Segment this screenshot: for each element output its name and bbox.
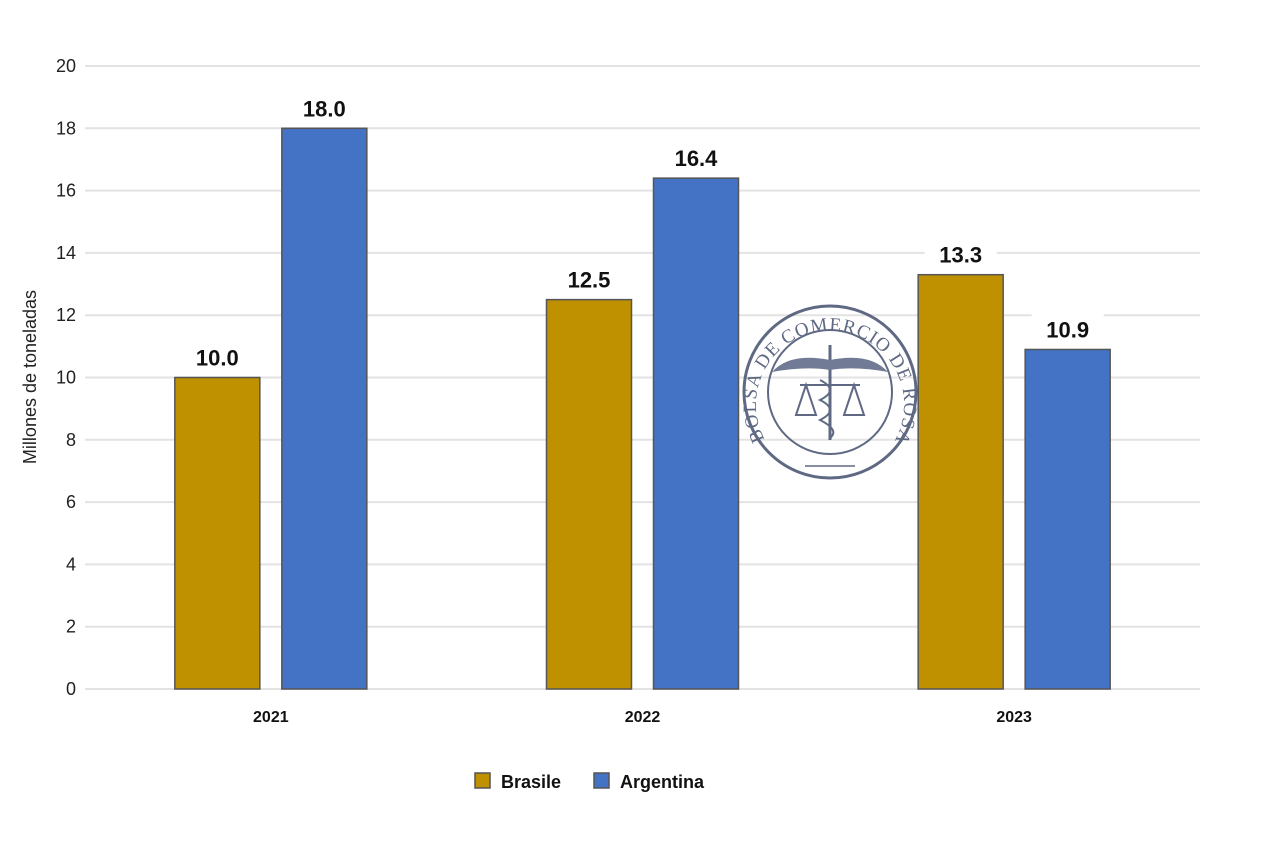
legend-label-brasile: Brasile xyxy=(501,772,561,792)
legend-label-argentina: Argentina xyxy=(620,772,705,792)
y-tick-label: 4 xyxy=(66,554,76,574)
y-tick-label: 6 xyxy=(66,492,76,512)
watermark-seal-logo: BOLSA DE COMERCIO DE ROSARIO xyxy=(0,0,920,480)
y-axis-ticks: 0 2 4 6 8 10 12 14 16 18 20 xyxy=(56,56,76,699)
x-tick-label: 2021 xyxy=(253,709,289,726)
svg-text:BOLSA DE COMERCIO DE ROSARIO: BOLSA DE COMERCIO DE ROSARIO xyxy=(0,0,920,448)
data-label-background xyxy=(288,92,361,123)
bars xyxy=(174,127,1111,690)
data-label-background xyxy=(1031,313,1104,344)
data-label: 16.4 xyxy=(675,146,719,171)
y-tick-label: 12 xyxy=(56,305,76,325)
legend-swatch-brasile xyxy=(474,772,491,789)
bar-brasile-2023 xyxy=(917,273,1004,690)
y-tick-label: 18 xyxy=(56,118,76,138)
y-tick-label: 14 xyxy=(56,243,76,263)
x-tick-label: 2023 xyxy=(996,709,1032,726)
data-label-background xyxy=(924,238,997,269)
y-tick-label: 16 xyxy=(56,181,76,201)
data-label: 10.0 xyxy=(196,346,239,371)
gridlines xyxy=(85,65,1200,690)
legend-swatch-argentina xyxy=(593,772,610,789)
legend: Brasile Argentina xyxy=(474,772,705,792)
x-axis-ticks: 2021 2022 2023 xyxy=(253,709,1032,726)
data-labels: 10.0 18.0 12.5 16.4 13.3 10.9 xyxy=(181,92,1104,372)
y-axis-label: Millones de toneladas xyxy=(20,290,40,464)
data-label: 12.5 xyxy=(568,268,611,293)
y-tick-label: 0 xyxy=(66,679,76,699)
data-label-background xyxy=(181,341,254,372)
y-tick-label: 20 xyxy=(56,56,76,76)
bar-argentina-2022 xyxy=(652,177,740,690)
bar-brasile-2022 xyxy=(545,298,633,690)
data-label-background xyxy=(660,142,732,173)
y-tick-label: 8 xyxy=(66,430,76,450)
data-label-background xyxy=(553,263,625,294)
x-tick-label: 2022 xyxy=(625,709,661,726)
y-tick-label: 2 xyxy=(66,617,76,637)
data-label: 13.3 xyxy=(939,243,982,268)
data-label: 10.9 xyxy=(1046,317,1089,342)
bar-argentina-2023 xyxy=(1024,348,1111,690)
bar-argentina-2021 xyxy=(281,127,368,690)
y-tick-label: 10 xyxy=(56,368,76,388)
bar-brasile-2021 xyxy=(174,376,261,690)
data-label: 18.0 xyxy=(303,96,346,121)
